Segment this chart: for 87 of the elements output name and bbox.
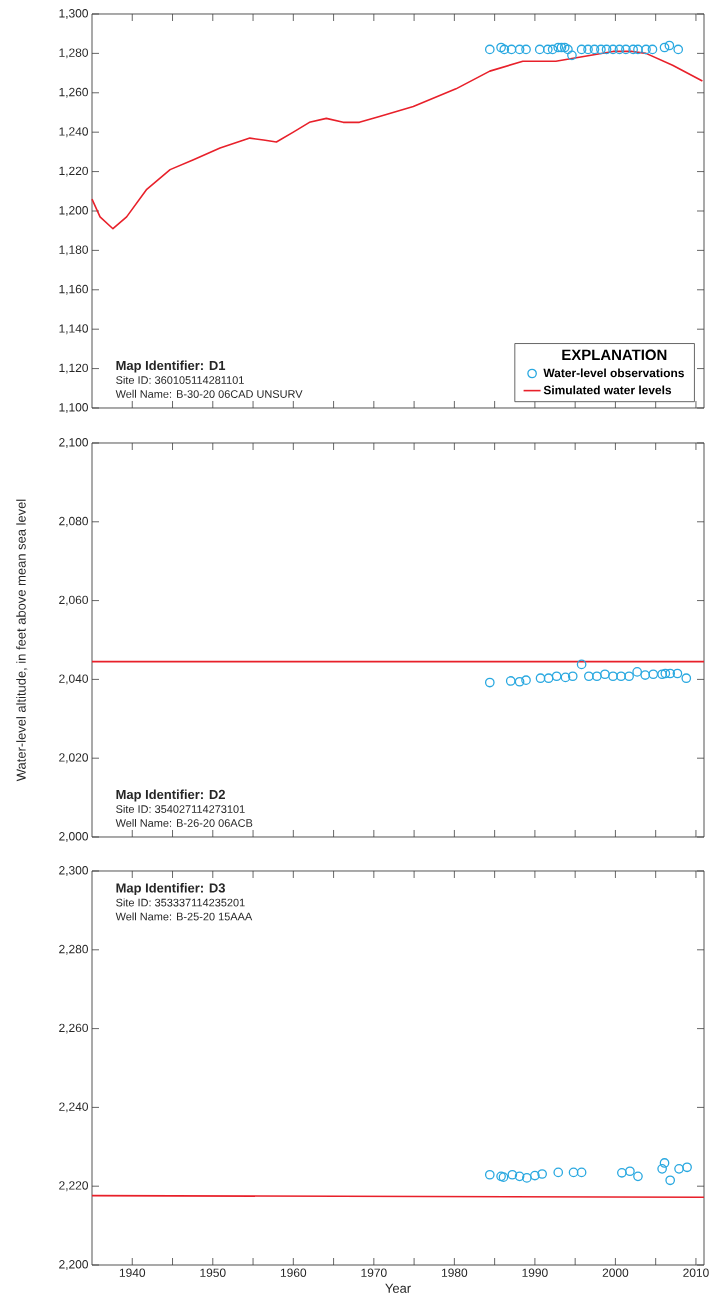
- point: [576, 659, 587, 670]
- annotation: Well Name: B-25-20 15AAA: [115, 912, 253, 921]
- point: [648, 669, 659, 680]
- point: [660, 668, 671, 679]
- point: [672, 668, 683, 679]
- point: [484, 1169, 495, 1180]
- point: [657, 1164, 667, 1174]
- x-tick-label: 1980: [441, 1268, 468, 1277]
- y-tick-label: 1,220: [59, 166, 89, 177]
- y-tick-label: 2,280: [59, 944, 89, 955]
- point: [608, 671, 618, 682]
- point: [505, 676, 516, 686]
- point: [560, 672, 571, 683]
- y-tick-label: 1,200: [59, 206, 89, 216]
- y-tick-label: 2,060: [59, 595, 89, 606]
- legend-label: Simulated water levels: [543, 385, 672, 395]
- y-tick-label: 1,280: [59, 48, 89, 59]
- point: [600, 669, 610, 680]
- point: [514, 1171, 525, 1182]
- y-tick-label: 2,300: [59, 866, 89, 876]
- y-tick-label: 1,120: [59, 363, 89, 374]
- annotation: Map Identifier: D1: [116, 360, 226, 373]
- point: [665, 668, 676, 679]
- x-tick-label: 2000: [602, 1268, 629, 1277]
- point: [567, 671, 578, 682]
- y-tick-label: 1,300: [59, 9, 89, 19]
- point: [632, 667, 643, 677]
- point: [543, 673, 554, 684]
- y-tick-label: 2,100: [59, 438, 89, 448]
- annotation: Site ID: 360105114281101: [116, 375, 244, 384]
- y-axis-title: Water-level altitude, in feet above mean sea level: [16, 499, 28, 782]
- x-tick-label: 2010: [683, 1268, 709, 1277]
- point: [681, 673, 692, 684]
- y-tick-label: 2,000: [59, 832, 89, 842]
- point: [682, 1162, 692, 1173]
- point: [514, 676, 525, 687]
- point: [535, 673, 546, 684]
- point: [624, 671, 634, 682]
- point: [625, 1166, 635, 1177]
- line-series: [91, 50, 704, 230]
- y-tick-label: 2,040: [59, 674, 89, 685]
- y-tick-label: 2,240: [59, 1102, 89, 1113]
- annotation: Well Name: B-30-20 06CAD UNSURV: [115, 389, 303, 398]
- x-tick-label: 1990: [522, 1268, 548, 1277]
- x-tick-label: 1950: [200, 1268, 226, 1277]
- legend-label: Water-level observations: [543, 368, 684, 378]
- point: [521, 675, 531, 686]
- point: [640, 670, 651, 680]
- y-tick-label: 1,160: [59, 284, 89, 295]
- y-tick-label: 1,180: [59, 245, 89, 256]
- annotation: Site ID: 353337114235201: [116, 898, 245, 907]
- y-tick-label: 1,140: [59, 324, 89, 335]
- point: [521, 1173, 532, 1183]
- point: [617, 1167, 627, 1178]
- y-tick-label: 2,020: [59, 753, 89, 764]
- annotation: Map Identifier: D3: [116, 883, 225, 896]
- point: [659, 1158, 670, 1168]
- x-tick-label: 1970: [361, 1268, 387, 1277]
- y-tick-label: 1,240: [59, 127, 89, 138]
- y-tick-label: 2,080: [59, 516, 89, 527]
- y-tick-label: 1,100: [59, 403, 89, 413]
- legend-title: EXPLANATION: [562, 349, 667, 361]
- point: [568, 1167, 579, 1178]
- x-axis-title: Year: [385, 1283, 411, 1293]
- point: [507, 1169, 518, 1180]
- annotation: Well Name: B-26-20 06ACB: [115, 818, 253, 827]
- point: [551, 671, 562, 682]
- y-tick-label: 1,260: [59, 87, 89, 98]
- annotation: Site ID: 354027114273101: [116, 804, 245, 813]
- point: [616, 671, 626, 682]
- annotation: Map Identifier: D2: [116, 789, 225, 802]
- point: [583, 671, 594, 682]
- point: [657, 669, 667, 680]
- point: [633, 1171, 643, 1182]
- point: [530, 1170, 540, 1181]
- point: [484, 677, 495, 688]
- point: [665, 1175, 676, 1186]
- y-tick-label: 2,220: [59, 1181, 89, 1192]
- x-tick-label: 1940: [119, 1268, 146, 1277]
- point: [592, 671, 602, 682]
- point: [537, 1169, 547, 1179]
- y-tick-label: 2,260: [59, 1023, 89, 1034]
- y-tick-label: 2,200: [59, 1260, 89, 1270]
- x-tick-label: 1960: [280, 1268, 307, 1277]
- point: [576, 1167, 587, 1178]
- point: [674, 1164, 684, 1174]
- point: [553, 1167, 564, 1178]
